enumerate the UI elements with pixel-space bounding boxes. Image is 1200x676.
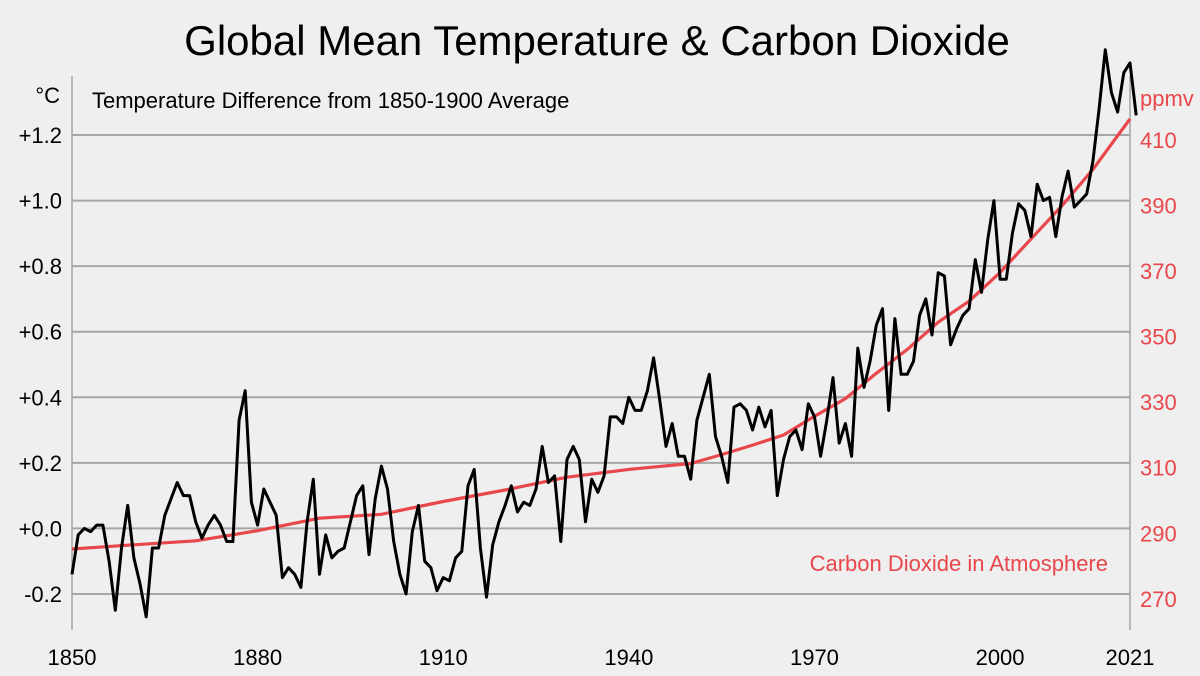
y-right-tick-label: 410 — [1140, 128, 1177, 153]
chart-subtitle: Temperature Difference from 1850-1900 Av… — [92, 88, 569, 113]
x-axis-ticks: 1850 1880 1910 1940 1970 2000 2021 — [48, 645, 1155, 670]
y-right-tick-label: 290 — [1140, 521, 1177, 546]
y-left-tick-label: +0.2 — [19, 451, 62, 476]
y-left-tick-label: +1.0 — [19, 189, 62, 214]
y-right-tick-label: 330 — [1140, 390, 1177, 415]
left-axis-unit: °C — [35, 83, 60, 108]
x-tick-label: 1850 — [48, 645, 97, 670]
y-left-tick-label: +1.2 — [19, 123, 62, 148]
y-left-tick-label: +0.4 — [19, 385, 62, 410]
x-tick-label: 2021 — [1106, 645, 1155, 670]
y-left-tick-label: -0.2 — [24, 582, 62, 607]
y-right-tick-label: 310 — [1140, 456, 1177, 481]
co2-series-label: Carbon Dioxide in Atmosphere — [810, 551, 1108, 576]
right-axis-ticks: 410 390 370 350 330 310 290 270 — [1140, 128, 1177, 612]
x-tick-label: 1940 — [604, 645, 653, 670]
gridlines — [72, 134, 1130, 595]
y-right-tick-label: 350 — [1140, 325, 1177, 350]
co2-series-line — [71, 117, 1132, 551]
x-tick-label: 1970 — [790, 645, 839, 670]
x-tick-label: 1880 — [233, 645, 282, 670]
right-axis-unit: ppmv — [1140, 86, 1194, 111]
y-right-tick-label: 370 — [1140, 259, 1177, 284]
x-tick-label: 1910 — [419, 645, 468, 670]
x-tick-label: 2000 — [976, 645, 1025, 670]
left-axis-ticks: +1.2 +1.0 +0.8 +0.6 +0.4 +0.2 +0.0 -0.2 — [19, 123, 62, 607]
y-right-tick-label: 270 — [1140, 587, 1177, 612]
y-right-tick-label: 390 — [1140, 193, 1177, 218]
temperature-series-line — [70, 48, 1138, 619]
chart-title: Global Mean Temperature & Carbon Dioxide — [184, 17, 1010, 64]
y-left-tick-label: +0.8 — [19, 254, 62, 279]
y-left-tick-label: +0.0 — [19, 516, 62, 541]
y-left-tick-label: +0.6 — [19, 320, 62, 345]
